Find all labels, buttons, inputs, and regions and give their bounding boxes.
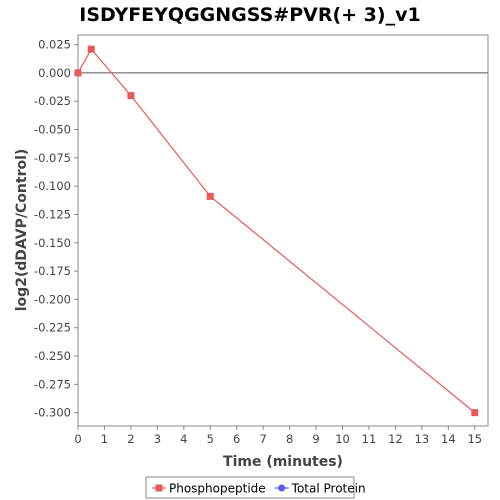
y-tick-label: -0.175 bbox=[34, 264, 71, 278]
data-point bbox=[206, 192, 214, 200]
data-point bbox=[127, 92, 135, 100]
x-tick-label: 4 bbox=[180, 432, 187, 446]
y-tick-label: -0.075 bbox=[34, 151, 71, 165]
y-tick-label: -0.025 bbox=[34, 94, 71, 108]
legend-box bbox=[145, 476, 355, 499]
plot-area bbox=[77, 34, 489, 427]
x-tick-label: 3 bbox=[154, 432, 161, 446]
y-tick-label: -0.150 bbox=[34, 236, 71, 250]
x-tick-label: 14 bbox=[441, 432, 456, 446]
x-axis-label: Time (minutes) bbox=[223, 454, 343, 470]
y-tick-label: 0.025 bbox=[38, 38, 71, 52]
y-axis-label: log2(dDAVP/Control) bbox=[14, 149, 30, 312]
x-tick-label: 7 bbox=[259, 432, 266, 446]
y-tick-label: -0.225 bbox=[34, 321, 71, 335]
data-point bbox=[87, 45, 95, 53]
y-tick-label: -0.200 bbox=[34, 292, 71, 306]
legend: Phosphopeptide Total Protein bbox=[145, 476, 366, 499]
y-axis: 0.025 0.000 -0.025 -0.050 -0.075 -0.100 -0.125… bbox=[34, 38, 78, 420]
y-tick-label: -0.100 bbox=[34, 179, 71, 193]
x-tick-label: 5 bbox=[207, 432, 214, 446]
y-tick-label: -0.300 bbox=[34, 406, 71, 420]
y-tick-label: -0.275 bbox=[34, 377, 71, 391]
x-tick-label: 15 bbox=[467, 432, 482, 446]
legend-entry: Total Protein bbox=[291, 482, 366, 496]
x-tick-label: 13 bbox=[415, 432, 430, 446]
x-tick-label: 8 bbox=[286, 432, 293, 446]
series-layer bbox=[74, 45, 479, 417]
chart-title: ISDYFEYQGGNGSS#PVR(+ 3)_v1 bbox=[79, 4, 420, 26]
x-tick-label: 12 bbox=[388, 432, 403, 446]
y-tick-label: -0.050 bbox=[34, 123, 71, 137]
x-tick-label: 6 bbox=[233, 432, 240, 446]
data-point bbox=[471, 409, 479, 417]
legend-marker-circle bbox=[278, 484, 286, 492]
y-tick-label: -0.125 bbox=[34, 207, 71, 221]
x-tick-label: 2 bbox=[127, 432, 134, 446]
x-tick-label: 1 bbox=[101, 432, 108, 446]
y-tick-label: 0.000 bbox=[38, 66, 71, 80]
data-point bbox=[74, 69, 82, 77]
x-tick-label: 9 bbox=[312, 432, 319, 446]
x-tick-label: 0 bbox=[74, 432, 81, 446]
x-axis: 0 1 2 3 4 5 6 7 8 9 10 11 12 13 14 15 bbox=[74, 426, 482, 446]
legend-marker-square bbox=[155, 484, 163, 492]
y-tick-label: -0.250 bbox=[34, 349, 71, 363]
legend-entry: Phosphopeptide bbox=[169, 482, 266, 496]
x-tick-label: 11 bbox=[362, 432, 377, 446]
x-tick-label: 10 bbox=[335, 432, 350, 446]
